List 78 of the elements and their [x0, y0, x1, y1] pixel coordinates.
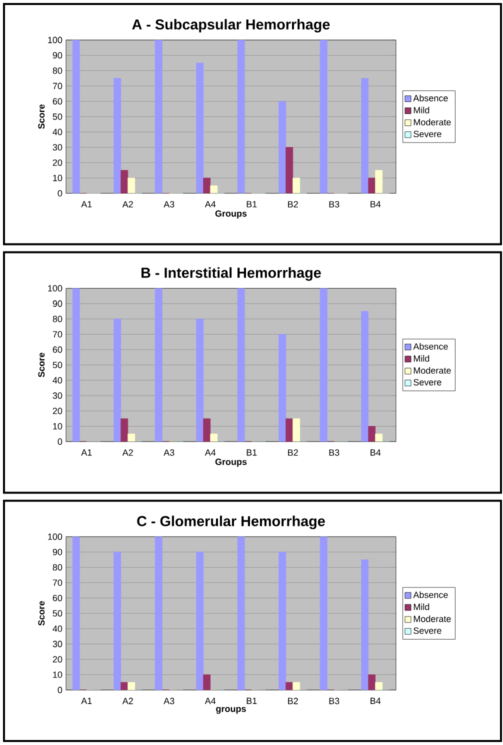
y-axis-title: Score — [38, 104, 45, 129]
y-tick-label: 40 — [52, 128, 62, 136]
x-tick-label: B2 — [288, 449, 298, 456]
y-tick-label: 0 — [58, 686, 62, 694]
legend-label: Severe — [414, 627, 442, 634]
chart-title: A - Subcapsular Hemorrhage — [132, 18, 330, 32]
legend-label: Absence — [413, 343, 448, 350]
chart-title: B - Interstitial Hemorrhage — [142, 267, 321, 281]
y-tick-label: 60 — [52, 98, 62, 105]
legend-label: Severe — [414, 130, 442, 138]
x-tick-label: B3 — [329, 201, 340, 208]
x-tick-label: A1 — [81, 449, 92, 456]
y-tick-label: 10 — [53, 174, 62, 182]
x-tick-label: B2 — [288, 698, 298, 704]
y-tick-label: 50 — [52, 113, 62, 120]
x-tick-label: B1 — [246, 201, 257, 208]
x-tick-label: B1 — [246, 698, 257, 704]
y-tick-label: 20 — [52, 656, 62, 663]
y-axis-title: Score — [38, 352, 45, 378]
y-tick-label: 50 — [52, 362, 62, 368]
y-tick-label: 0 — [58, 190, 62, 196]
y-tick-label: 80 — [52, 316, 62, 322]
y-tick-label: 30 — [52, 392, 62, 399]
legend-label: Absence — [413, 591, 448, 598]
legend-label: Mild — [414, 355, 430, 362]
x-tick-label: B3 — [329, 698, 340, 704]
x-tick-label: B3 — [329, 449, 340, 456]
y-tick-label: 100 — [48, 534, 62, 540]
y-tick-label: 20 — [52, 159, 62, 166]
y-tick-label: 30 — [52, 640, 62, 648]
legend-label: Severe — [414, 379, 442, 386]
x-tick-label: A2 — [122, 698, 133, 704]
x-tick-label: A1 — [81, 201, 92, 208]
x-tick-label: B2 — [288, 201, 298, 208]
y-tick-label: 100 — [48, 36, 62, 44]
y-tick-label: 40 — [52, 377, 62, 384]
y-tick-label: 50 — [52, 610, 62, 617]
y-tick-label: 100 — [48, 285, 62, 292]
y-tick-label: 80 — [52, 564, 62, 571]
y-tick-label: 40 — [52, 625, 62, 632]
y-tick-label: 70 — [52, 579, 62, 586]
legend-label: Mild — [414, 603, 430, 610]
x-tick-label: A4 — [204, 449, 216, 456]
x-axis-title: Groups — [215, 210, 247, 218]
y-tick-label: 70 — [52, 82, 62, 90]
x-tick-label: B4 — [370, 201, 381, 208]
x-tick-label: A2 — [122, 201, 133, 208]
legend-label: Moderate — [414, 367, 451, 374]
y-tick-label: 80 — [52, 67, 62, 74]
x-tick-label: A4 — [204, 698, 216, 704]
x-tick-label: B1 — [246, 449, 257, 456]
y-tick-label: 0 — [58, 438, 62, 445]
y-tick-label: 90 — [52, 52, 62, 59]
x-axis-title: Groups — [215, 458, 247, 467]
x-tick-label: A1 — [81, 698, 92, 704]
legend-label: Moderate — [414, 615, 451, 622]
x-tick-label: B4 — [370, 449, 381, 456]
y-tick-label: 10 — [53, 423, 62, 430]
x-tick-label: A2 — [122, 449, 133, 456]
y-tick-label: 60 — [52, 346, 62, 353]
y-tick-label: 20 — [52, 408, 62, 414]
x-axis-title: groups — [216, 707, 246, 714]
x-tick-label: A4 — [204, 201, 216, 208]
y-tick-label: 10 — [53, 671, 62, 678]
chart-title: C - Glomerular Hemorrhage — [137, 516, 325, 530]
x-tick-label: A3 — [164, 201, 174, 208]
y-tick-label: 30 — [52, 144, 62, 150]
y-axis-title: Score — [38, 601, 45, 626]
legend-label: Moderate — [414, 118, 451, 126]
y-tick-label: 90 — [52, 300, 62, 307]
y-tick-label: 60 — [52, 594, 62, 602]
x-tick-label: A3 — [164, 698, 174, 704]
x-tick-label: B4 — [370, 698, 381, 704]
x-tick-label: A3 — [164, 449, 174, 456]
y-tick-label: 70 — [52, 331, 62, 338]
legend-label: Mild — [414, 106, 430, 114]
legend-label: Absence — [413, 94, 448, 102]
y-tick-label: 90 — [52, 548, 62, 556]
